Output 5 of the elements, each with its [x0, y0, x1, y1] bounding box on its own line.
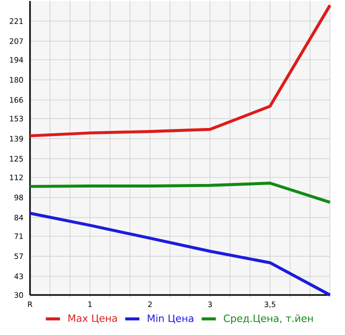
- legend-label: Max Цена: [68, 314, 117, 324]
- line-series: [28, 182, 332, 204]
- legend-label: Min Цена: [148, 314, 194, 324]
- legend-label: Сред.Цена, т.йен: [224, 314, 313, 324]
- line-series: [28, 4, 332, 138]
